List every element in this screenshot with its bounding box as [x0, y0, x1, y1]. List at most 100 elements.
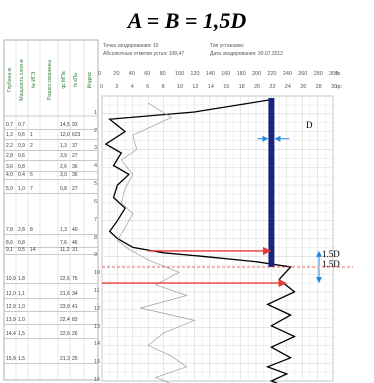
cell-fs: 93 [72, 122, 78, 128]
depth-tick-label: 10 [94, 270, 101, 277]
qc-tick-label: 6 [146, 84, 150, 90]
fs-tick-label: 20 [113, 71, 120, 77]
cell-qc: 22,6 [60, 331, 70, 337]
cell-fs: 37 [72, 143, 78, 149]
cell-ige: 2 [30, 143, 33, 149]
cell-ige: 7 [30, 186, 33, 192]
cell-depth: 4,0 [6, 172, 13, 178]
cell-qc: 2,6 [60, 164, 67, 170]
row-divider [4, 160, 98, 161]
table-row: 12,0 1,1 21,6 34 [5, 291, 97, 299]
qc-tick-label: 4 [130, 84, 134, 90]
cell-qc: 7,6 [60, 240, 67, 246]
row-divider [4, 324, 98, 325]
fs-tick-label: 60 [144, 71, 151, 77]
cell-thick: 0,4 [18, 172, 25, 178]
cell-thick: 1,5 [18, 356, 25, 362]
row-divider [4, 171, 98, 172]
cell-ige: 8 [30, 227, 33, 233]
cell-depth: 2,2 [6, 143, 13, 149]
depth-tick-label: 2 [94, 127, 98, 134]
cell-qc: 14,5 [60, 122, 70, 128]
row-divider [4, 298, 98, 299]
table-row: 8,6 0,8 7,6 46 [5, 240, 97, 248]
cell-fs: 27 [72, 186, 78, 192]
cell-fs: 46 [72, 240, 78, 246]
cell-qc: 21,3 [60, 356, 70, 362]
cell-depth: 8,6 [6, 240, 13, 246]
chart-curves [104, 98, 297, 383]
pile-shaft [268, 98, 275, 267]
row-divider [4, 139, 98, 140]
table-row: 15,9 1,5 21,3 25 [5, 356, 97, 364]
cell-fs: 36 [72, 172, 78, 178]
cell-qc: 22,6 [60, 276, 70, 282]
cell-qc: 3,9 [60, 153, 67, 159]
table-row: 7,8 2,8 8 1,3 40 [5, 227, 97, 235]
depth-tick-label: 12 [94, 305, 101, 312]
cell-thick: 0,8 [18, 240, 25, 246]
cell-fs: 31 [72, 247, 78, 253]
cell-thick: 0,6 [18, 132, 25, 138]
cell-fs: 41 [72, 304, 78, 310]
qc-tick-label: 12 [192, 84, 199, 90]
fs-tick-label: 260 [298, 71, 308, 77]
table-row: 1,3 0,6 1 12,0 623 [5, 132, 97, 140]
cell-qc: 1,3 [60, 143, 67, 149]
row-divider [4, 311, 98, 312]
depth-tick-label: 3 [94, 145, 98, 152]
qc-tick-label: 8 [161, 84, 165, 90]
cell-thick: 0,8 [18, 164, 25, 170]
fs-tick-label: 220 [267, 71, 277, 77]
cell-fs: 25 [72, 356, 78, 362]
date-label: Дата зондирования: 30.07.2012 [210, 51, 283, 57]
cell-thick: 1,1 [18, 291, 25, 297]
fs-tick-label: 80 [159, 71, 166, 77]
qc-tick-label: 24 [284, 84, 291, 90]
fs-tick-label: 100 [175, 71, 185, 77]
depth-tick-label: 4 [94, 163, 98, 170]
fs-tick-label: 200 [252, 71, 262, 77]
cell-fs: 26 [72, 331, 78, 337]
qc-tick-label: 18 [238, 84, 245, 90]
cell-fs: 83 [72, 317, 78, 323]
row-divider [4, 179, 98, 180]
cell-ige: 1 [30, 132, 33, 138]
row-divider [4, 193, 98, 194]
cell-thick: 1,0 [18, 304, 25, 310]
qc-tick-label: 2 [115, 84, 119, 90]
qc-tick-label: 22 [269, 84, 276, 90]
depth-tick-label: 6 [94, 198, 98, 205]
fs-tick-label: 180 [236, 71, 246, 77]
cell-depth: 10,9 [6, 276, 16, 282]
fs-tick-label: 0 [98, 71, 102, 77]
row-divider [4, 234, 98, 235]
formula-title: A = B = 1,5D [127, 8, 247, 33]
cell-thick: 0,9 [18, 143, 25, 149]
table-row: 0,7 0,7 14,5 93 [5, 122, 97, 130]
cell-qc: 12,0 [60, 132, 70, 138]
fs-tick-label: 140 [205, 71, 215, 77]
table-row: 9,1 0,5 14 11,2 31 [5, 247, 97, 255]
cell-ige: 14 [30, 247, 36, 253]
cell-depth: 13,9 [6, 317, 16, 323]
table-row: 2,2 0,9 2 1,3 37 [5, 143, 97, 151]
depth-tick-label: 7 [94, 216, 98, 223]
qc-tick-label: 14 [207, 84, 214, 90]
depth-tick-label: 14 [94, 341, 101, 348]
table-row: 2,8 0,6 3,9 27 [5, 153, 97, 161]
pile-diameter-label: D [306, 120, 313, 130]
depth-tick-label: 8 [94, 234, 98, 241]
table-row: 10,9 1,8 22,6 75 [5, 276, 97, 284]
row-divider [4, 254, 98, 255]
cell-thick: 1,0 [18, 186, 25, 192]
cell-fs: 34 [72, 291, 78, 297]
fs-tick-label: 240 [282, 71, 292, 77]
cell-depth: 1,3 [6, 132, 13, 138]
depth-tick-label: 9 [94, 252, 98, 259]
qc-tick-label: 16 [223, 84, 230, 90]
cell-thick: 1,0 [18, 317, 25, 323]
cell-qc: 23,9 [60, 304, 70, 310]
row-divider [4, 129, 98, 130]
cell-depth: 3,6 [6, 164, 13, 170]
